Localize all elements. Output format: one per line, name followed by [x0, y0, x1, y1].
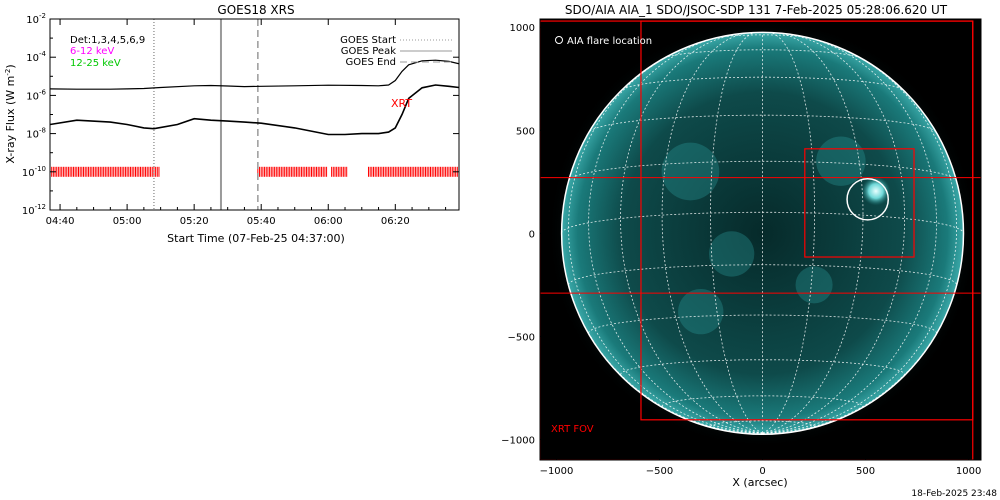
longitude-gridline [710, 32, 763, 434]
aia-flare-legend: AIA flare location [555, 36, 652, 47]
goes-y-tick-label: 10-6 [26, 88, 46, 102]
aia-x-tick-label: −1000 [540, 466, 574, 477]
goes-y-tick-label: 10-4 [26, 50, 46, 64]
active-region-glow [795, 266, 833, 304]
aia-x-tick-label: 0 [759, 466, 765, 477]
aia-x-tick-label: 500 [856, 466, 875, 477]
goes-panel: GOES18 XRS 04:40 05:00 05:20 05:40 06:00 06:2… [4, 3, 460, 245]
goes-marker-legend: GOES Start GOES Peak GOES End [340, 35, 452, 68]
goes-x-axis-label: Start Time (07-Feb-25 04:37:00) [167, 232, 345, 245]
aia-x-tick-label: 1000 [956, 466, 981, 477]
footer-timestamp: 18-Feb-2025 23:48 [911, 489, 997, 499]
solar-limb [560, 31, 965, 435]
goes-plot-marks [50, 19, 459, 210]
goes-y-tick-label: 10-10 [22, 165, 46, 179]
active-region-glow [816, 136, 866, 186]
legend-goes-end: GOES End [346, 57, 396, 68]
goes-y-tick-label: 10-2 [26, 12, 46, 26]
flare-zoom-box [804, 148, 915, 258]
goes-series-long-channel [50, 59, 459, 90]
goes-x-tick-label: 05:00 [113, 216, 142, 227]
latitude-gridline [568, 160, 957, 181]
longitude-gridline [568, 48, 763, 434]
longitude-gridline [762, 32, 864, 434]
longitude-gridline [762, 48, 958, 434]
goes-series-short-channel [50, 84, 459, 136]
aia-x-tick-label: −500 [646, 466, 673, 477]
goes-y-tick-label: 10-8 [26, 127, 46, 141]
latitude-gridline [622, 76, 904, 91]
aia-y-tick-label: −1000 [501, 435, 535, 446]
goes-x-tick-label: 05:20 [180, 216, 209, 227]
xrt-pointing-box [640, 20, 974, 421]
aia-x-axis-label: X (arcsec) [732, 476, 787, 489]
aia-plot-frame [539, 18, 982, 461]
goes-xrt-label: XRT [391, 97, 412, 110]
goes-x-tick-label: 05:40 [247, 216, 276, 227]
aia-y-tick-label: −500 [508, 332, 535, 343]
aia-image-layer [540, 19, 981, 460]
aia-flare-legend-label: AIA flare location [567, 36, 652, 47]
goes-y-axis-label: X-ray Flux (W m-2) [4, 64, 17, 163]
goes-x-tick-label: 06:20 [381, 216, 410, 227]
goes-band-label-2: 12-25 keV [70, 58, 121, 69]
aia-title: SDO/AIA AIA_1 SDO/JSOC-SDP 131 7-Feb-202… [565, 3, 948, 17]
goes-x-tick-label: 06:00 [314, 216, 343, 227]
goes-band-label-1: 6-12 keV [70, 46, 114, 57]
legend-goes-start: GOES Start [340, 35, 396, 46]
longitude-gridline [762, 32, 815, 434]
latitude-gridline [588, 314, 937, 334]
flare-brightening [861, 176, 891, 206]
aia-flare-legend-circle-icon [555, 36, 563, 44]
goes-x-tick-label: 04:40 [46, 216, 75, 227]
active-region-glow [708, 231, 755, 277]
legend-goes-peak: GOES Peak [341, 46, 396, 57]
longitude-gridline [661, 32, 763, 434]
goes-title: GOES18 XRS [217, 3, 294, 17]
aia-panel: SDO/AIA AIA_1 SDO/JSOC-SDP 131 7-Feb-202… [501, 3, 997, 499]
aia-xrt-fov-label: XRT FOV [551, 424, 594, 435]
goes-y-tick-label: 10-12 [22, 203, 46, 217]
active-region-glow [661, 142, 720, 201]
aia-y-tick-label: 1000 [510, 23, 535, 34]
flare-location-circle [846, 177, 890, 221]
aia-y-tick-label: 500 [516, 126, 535, 137]
active-region-glow [678, 288, 724, 335]
aia-y-tick-label: 0 [529, 229, 535, 240]
solar-disk [561, 32, 964, 435]
goes-detectors-label: Det:1,3,4,5,6,9 [70, 35, 145, 46]
